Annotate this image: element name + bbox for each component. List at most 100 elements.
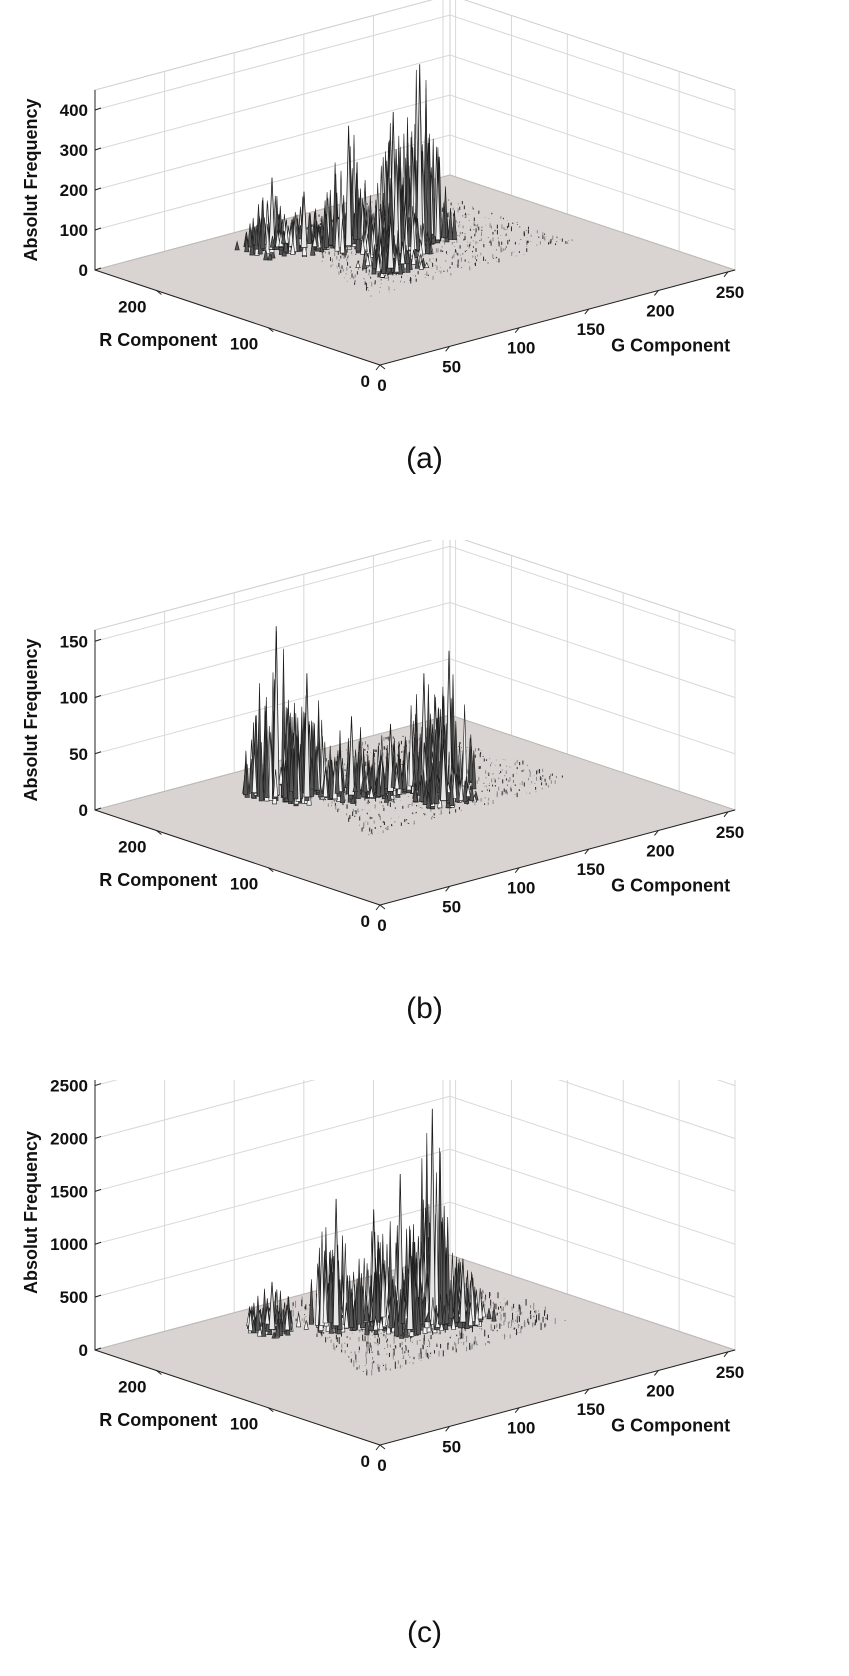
x-tick-label: 50: [442, 897, 461, 916]
surface-plot-a: 0 100 200 300 400 0 50 100 150 200 250 0 100 200 Absol…: [21, 0, 744, 395]
surface-spike: [420, 223, 426, 255]
surface-peak: [406, 1244, 414, 1330]
y-tick-label: 200: [118, 837, 146, 856]
surface-peak: [459, 1258, 467, 1323]
surface-spike: [431, 760, 437, 804]
surface-peak: [332, 1198, 340, 1327]
gridline-z: [94, 545, 736, 642]
surface-spike: [263, 249, 269, 261]
x-tick-label: 0: [377, 916, 386, 935]
x-axis-line: [379, 809, 736, 906]
surface-spike: [319, 1231, 325, 1326]
z-tick-mark: [94, 107, 102, 111]
x-tick-label: 250: [716, 1363, 744, 1382]
surface-spike: [388, 1296, 394, 1329]
panel-label-c: (c): [407, 1616, 442, 1649]
surface-spike: [419, 775, 425, 803]
z-tick-label: 200: [60, 181, 88, 200]
surface-spike: [465, 785, 471, 797]
x-tick-label: 50: [442, 1437, 461, 1456]
surface-spike: [390, 758, 396, 788]
surface-spike: [371, 244, 377, 269]
surface-spike: [248, 758, 254, 793]
z-tick-mark: [94, 147, 102, 151]
surface-spike: [453, 1275, 460, 1323]
gridline-z: [94, 1095, 736, 1192]
y-axis-line: [94, 1349, 381, 1446]
y-axis-label: R Component: [99, 1410, 217, 1430]
surface-spike: [260, 197, 266, 249]
panel-label-a: (a): [406, 442, 443, 475]
surface-peak: [303, 673, 311, 798]
panel-label-b: (b): [406, 992, 443, 1025]
surface-spike: [364, 1313, 370, 1336]
x-tick-mark: [445, 346, 450, 352]
gridline-z: [94, 1080, 736, 1139]
z-tick-label: 1000: [50, 1235, 88, 1254]
x-tick-mark: [584, 848, 590, 855]
z-tick-mark: [94, 187, 102, 191]
surface-spike: [242, 763, 249, 795]
surface-peak: [348, 716, 355, 796]
surface-spike: [444, 1293, 450, 1324]
z-tick-mark: [94, 638, 102, 642]
surface-plot-b: 0 50 100 150 0 50 100 150 200 250 0 100 200 Absolut F…: [21, 540, 744, 935]
surface-spike: [437, 1293, 444, 1325]
surface-spike: [328, 209, 334, 246]
surface-spike: [394, 770, 400, 790]
y-tick-label: 200: [118, 1377, 146, 1396]
x-tick-mark: [723, 271, 729, 278]
y-tick-label: 0: [361, 912, 370, 931]
surface-spike: [424, 261, 430, 269]
z-axis-label: Absolut Frequency: [21, 1131, 41, 1294]
z-tick-label: 0: [79, 261, 88, 280]
gridline-z: [94, 1148, 736, 1245]
x-tick-mark: [654, 830, 659, 836]
surface-spike: [273, 769, 279, 798]
surface-spike: [486, 1308, 492, 1320]
surface-spike: [462, 780, 468, 803]
x-tick-label: 200: [646, 301, 674, 320]
surface-spike: [425, 791, 432, 809]
y-tick-mark: [156, 1370, 162, 1375]
surface-spikes: [242, 626, 479, 810]
gridline-z: [94, 94, 736, 191]
y-tick-label: 200: [118, 297, 146, 316]
z-tick-mark: [94, 695, 102, 698]
z-tick-mark: [94, 1135, 102, 1139]
x-axis-line: [379, 1349, 736, 1446]
surface-spike: [329, 759, 335, 799]
histogram-panel-b: 0 50 100 150 0 50 100 150 200 250 0 100 200 Absolut F…: [0, 540, 849, 980]
x-axis-label: G Component: [611, 336, 730, 356]
z-tick-label: 400: [60, 101, 88, 120]
x-tick-mark: [375, 364, 381, 371]
surface-spike: [322, 766, 329, 798]
x-tick-mark: [445, 886, 450, 892]
surface-spike: [425, 753, 431, 786]
surface-spike: [312, 235, 318, 247]
surface-spike: [368, 786, 374, 798]
z-tick-label: 300: [60, 141, 88, 160]
x-tick-mark: [375, 1444, 381, 1451]
surface-spike: [451, 210, 457, 240]
surface-spike: [414, 256, 420, 269]
z-tick-label: 2000: [50, 1129, 88, 1148]
x-axis-label: G Component: [611, 876, 730, 896]
gridline-z: [94, 134, 736, 231]
x-tick-label: 100: [507, 339, 535, 358]
surface-spike: [288, 224, 294, 247]
surface-spikes: [234, 64, 457, 279]
surface-spike: [408, 705, 414, 787]
surface-spike: [282, 760, 288, 799]
surface-spike: [255, 1295, 261, 1331]
surface-spike: [480, 1304, 487, 1318]
z-tick-mark: [94, 807, 102, 811]
surface-spike: [435, 168, 441, 241]
surface-spike: [362, 771, 368, 793]
x-axis-label: G Component: [611, 1416, 730, 1436]
surface-spike: [448, 1279, 454, 1319]
surface-spike: [356, 1258, 362, 1325]
surface-spike: [393, 1301, 399, 1337]
surface-spike: [378, 1317, 384, 1330]
y-tick-mark: [156, 290, 162, 295]
